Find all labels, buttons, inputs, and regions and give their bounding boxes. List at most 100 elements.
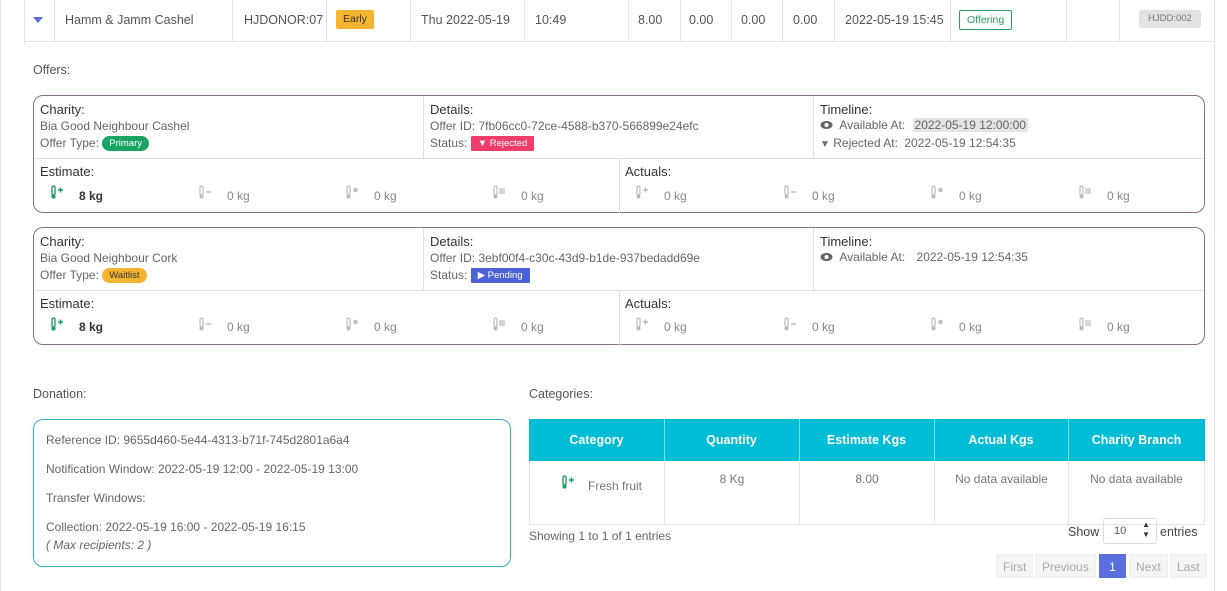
offer-id: Offer ID: 7fb06cc0-72ce-4588-b370-566899… [430, 119, 699, 133]
details-heading: Details: [430, 234, 474, 249]
notification-window: Notification Window: 2022-05-19 12:00 - … [46, 462, 359, 476]
col-header-branch[interactable]: Charity Branch [1068, 419, 1205, 461]
offer-type-badge: Waitlist [102, 268, 147, 284]
estimate-value: 8 kg [79, 320, 104, 334]
expand-caret-icon[interactable] [33, 17, 43, 23]
available-row: Available At: 2022-05-19 12:00:00 [820, 118, 1028, 132]
charity-name: Bia Good Neighbour Cork [40, 251, 178, 265]
offer-card: Charity: Bia Good Neighbour Cork Offer T… [33, 227, 1205, 345]
offers-label: Offers: [33, 63, 71, 77]
reference-id: Reference ID: 9655d460-5e44-4313-b71f-74… [46, 433, 350, 447]
actual-value: 0 kg [1107, 320, 1130, 334]
row-datetime: 2022-05-19 15:45 [845, 13, 944, 27]
pager-last-button[interactable]: Last [1170, 554, 1207, 578]
offer-type-badge: Primary [102, 136, 149, 152]
actual-value: 0 kg [812, 189, 835, 203]
thermometer-bars-icon [493, 317, 505, 331]
frame-left-border [0, 0, 1, 591]
offer-id: Offer ID: 3ebf00f4-c30c-43d9-b1de-937bed… [430, 251, 700, 265]
play-icon: ▶ [477, 270, 486, 282]
pager-page-1-button[interactable]: 1 [1099, 554, 1126, 578]
col-header-estimate[interactable]: Estimate Kgs [799, 419, 934, 461]
row-date: Thu 2022-05-19 [421, 13, 510, 27]
timeline-heading: Timeline: [820, 234, 873, 249]
estimate-heading: Estimate: [40, 296, 95, 311]
thermometer-snow-icon [931, 317, 943, 331]
estimate-value: 0 kg [521, 189, 544, 203]
donation-row[interactable]: Hamm & Jamm Cashel HJDONOR:07 Early Thu … [24, 0, 1214, 42]
pager-previous-button[interactable]: Previous [1035, 554, 1096, 578]
col-header-quantity[interactable]: Quantity [664, 419, 799, 461]
estimate-value: 0 kg [521, 320, 544, 334]
row-value-4: 0.00 [793, 13, 818, 27]
eye-icon [820, 121, 833, 129]
actuals-heading: Actuals: [625, 164, 672, 179]
col-header-category[interactable]: Category [529, 419, 664, 461]
thermometer-plus-icon [562, 475, 574, 489]
status-badge: Offering [959, 10, 1013, 30]
reference-badge[interactable]: HJDD:002 [1139, 10, 1201, 28]
thermometer-bars-icon [1079, 317, 1091, 331]
offer-status-badge: ▼ Rejected [470, 136, 535, 152]
row-value-2: 0.00 [689, 13, 714, 27]
rejected-row: ▼ Rejected At: 2022-05-19 12:54:35 [820, 136, 1016, 150]
thermometer-minus-icon [784, 317, 796, 331]
offer-card: Charity: Bia Good Neighbour Cashel Offer… [33, 95, 1205, 213]
thermometer-snow-icon [346, 185, 358, 199]
estimate-value: 0 kg [374, 189, 397, 203]
show-label: Show [1068, 525, 1100, 539]
offer-type-row: Offer Type: Waitlist [40, 268, 147, 284]
thermometer-minus-icon [784, 185, 796, 199]
categories-label: Categories: [529, 387, 593, 401]
thermometer-plus-icon [51, 185, 63, 199]
actual-value: 0 kg [1107, 189, 1130, 203]
donation-label: Donation: [33, 387, 87, 401]
actual-value: 0 kg [664, 320, 687, 334]
actual-value: 0 kg [959, 320, 982, 334]
actual-value: 0 kg [812, 320, 835, 334]
charity-heading: Charity: [40, 102, 85, 117]
timeline-heading: Timeline: [820, 102, 873, 117]
thermometer-plus-icon [636, 317, 648, 331]
collection-window: Collection: 2022-05-19 16:00 - 2022-05-1… [46, 520, 306, 534]
col-header-actual[interactable]: Actual Kgs [934, 419, 1068, 461]
donation-details: Reference ID: 9655d460-5e44-4313-b71f-74… [33, 419, 511, 567]
thermometer-bars-icon [493, 185, 505, 199]
transfer-windows: Transfer Windows: [46, 491, 146, 505]
thermometer-minus-icon [199, 317, 211, 331]
estimate-value: 0 kg [374, 320, 397, 334]
estimate-value: 0 kg [227, 189, 250, 203]
pager-first-button[interactable]: First [996, 554, 1034, 578]
actuals-heading: Actuals: [625, 296, 672, 311]
pager-next-button[interactable]: Next [1129, 554, 1168, 578]
charity-heading: Charity: [40, 234, 85, 249]
table-cell-branch: No data available [1068, 461, 1205, 525]
offer-status-badge: ▶ Pending [470, 268, 530, 284]
table-cell-actual: No data available [934, 461, 1069, 525]
charity-name: Bia Good Neighbour Cashel [40, 119, 190, 133]
page-size-select[interactable]: 10 ▲ ▼ [1103, 518, 1157, 544]
thermometer-plus-icon [636, 185, 648, 199]
actual-value: 0 kg [664, 189, 687, 203]
table-cell-category: Fresh fruit [529, 461, 665, 525]
max-recipients: ( Max recipients: 2 ) [46, 538, 152, 552]
status-row: Status: ▶ Pending [430, 268, 530, 284]
table-cell-estimate: 8.00 [799, 461, 935, 525]
thermometer-bars-icon [1079, 185, 1091, 199]
estimate-value: 8 kg [79, 189, 104, 203]
thermometer-snow-icon [931, 185, 943, 199]
thermometer-plus-icon [51, 317, 63, 331]
row-value-3: 0.00 [741, 13, 766, 27]
sort-arrows-icon: ▲ ▼ [1142, 520, 1150, 539]
table-info: Showing 1 to 1 of 1 entries [529, 529, 672, 543]
actual-value: 0 kg [959, 189, 982, 203]
thermometer-snow-icon [346, 317, 358, 331]
estimate-heading: Estimate: [40, 164, 95, 179]
frame-row-border [24, 0, 25, 44]
row-value-1: 8.00 [638, 13, 663, 27]
eye-icon [820, 253, 833, 261]
donor-code: HJDONOR:07 [244, 13, 324, 27]
row-time: 10:49 [535, 13, 567, 27]
estimate-value: 0 kg [227, 320, 250, 334]
donor-name: Hamm & Jamm Cashel [65, 13, 194, 27]
